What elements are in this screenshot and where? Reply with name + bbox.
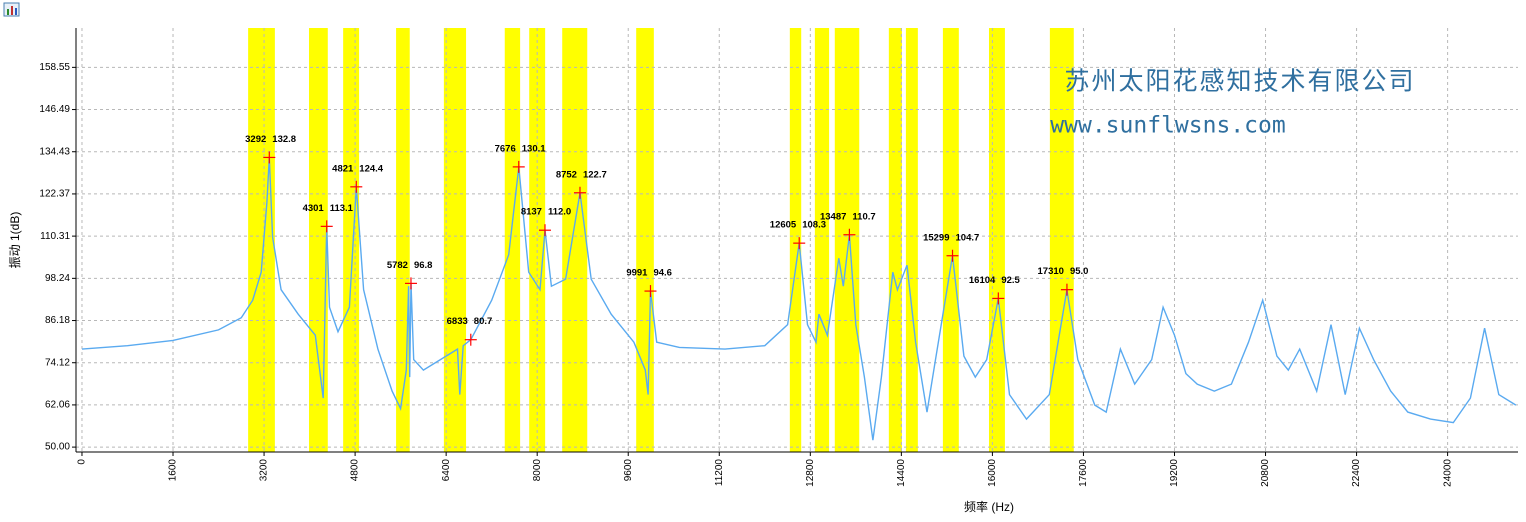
peak-marker: [644, 285, 657, 298]
peak-frequency-label: 3292: [245, 134, 266, 145]
peak-value-label: 112.0: [548, 207, 571, 218]
x-tick-label: 3200: [259, 459, 270, 482]
y-tick-label: 50.00: [45, 442, 70, 453]
x-tick-label: 4800: [350, 459, 361, 482]
peak-frequency-label: 12605: [770, 220, 797, 231]
highlight-band: [888, 28, 902, 452]
y-tick-label: 98.24: [45, 273, 70, 284]
spectrum-line: [81, 157, 1517, 441]
x-tick-label: 17600: [1078, 459, 1089, 487]
peak-frequency-label: 16104: [969, 275, 996, 286]
y-tick-label: 110.31: [40, 231, 70, 242]
peak-frequency-label: 6833: [447, 316, 468, 327]
y-tick-label: 134.43: [39, 146, 70, 157]
peak-value-label: 130.1: [522, 143, 546, 154]
highlight-band: [814, 28, 830, 452]
peak-frequency-label: 5782: [387, 260, 408, 271]
peak-marker: [1060, 283, 1073, 296]
peak-marker: [573, 186, 586, 199]
peak-frequency-label: 4301: [303, 203, 325, 214]
y-tick-label: 86.18: [45, 315, 70, 326]
peak-value-label: 132.8: [272, 134, 296, 145]
y-tick-label: 158.55: [39, 62, 70, 73]
highlight-band: [834, 28, 860, 452]
peak-value-label: 113.1: [330, 203, 354, 214]
peak-frequency-label: 9991: [626, 268, 648, 279]
x-tick-label: 14400: [896, 459, 907, 487]
x-tick-label: 0: [77, 459, 88, 465]
y-tick-label: 62.06: [45, 400, 70, 411]
chart-icon: [3, 2, 20, 17]
highlight-band: [343, 28, 360, 452]
peak-marker: [320, 220, 333, 233]
highlight-band: [636, 28, 654, 452]
x-tick-label: 6400: [441, 459, 452, 482]
peak-frequency-label: 17310: [1038, 266, 1064, 277]
peak-value-label: 110.7: [852, 211, 875, 222]
peak-marker: [843, 228, 856, 241]
highlight-band: [988, 28, 1005, 452]
peak-value-label: 124.4: [359, 163, 383, 174]
peak-marker: [512, 160, 525, 173]
peak-marker: [404, 277, 417, 290]
peak-marker: [946, 249, 959, 262]
peak-frequency-label: 13487: [820, 211, 846, 222]
y-tick-label: 74.12: [45, 357, 70, 368]
highlight-band: [309, 28, 328, 452]
peak-frequency-label: 8137: [521, 207, 542, 218]
peak-value-label: 92.5: [1001, 275, 1020, 286]
x-tick-label: 16000: [987, 459, 998, 487]
x-tick-label: 11200: [714, 459, 725, 487]
peak-marker: [793, 237, 806, 250]
x-axis-label: 频率 (Hz): [964, 499, 1014, 514]
highlight-band: [789, 28, 802, 452]
peak-value-label: 108.3: [802, 220, 826, 231]
x-tick-label: 20800: [1260, 459, 1271, 487]
x-tick-label: 22400: [1351, 459, 1362, 487]
peak-value-label: 94.6: [653, 268, 672, 279]
x-tick-label: 12800: [805, 459, 816, 487]
watermark-url: www.sunflwsns.com: [1050, 113, 1285, 139]
peak-frequency-label: 4821: [332, 163, 354, 174]
highlight-band: [905, 28, 918, 452]
peak-value-label: 104.7: [956, 232, 980, 243]
y-axis-label: 振动 1(dB): [8, 212, 22, 269]
highlight-band: [942, 28, 959, 452]
x-tick-label: 1600: [168, 459, 179, 482]
x-tick-label: 24000: [1442, 459, 1453, 487]
highlight-band: [443, 28, 467, 452]
watermark-company: 苏州太阳花感知技术有限公司: [1064, 67, 1415, 96]
peak-frequency-label: 7676: [495, 143, 516, 154]
peak-marker: [538, 224, 551, 237]
peak-frequency-label: 8752: [556, 169, 577, 180]
peak-marker: [992, 292, 1005, 305]
x-tick-label: 9600: [623, 459, 634, 482]
highlight-band: [1049, 28, 1074, 452]
x-tick-label: 19200: [1169, 459, 1180, 487]
x-tick-label: 8000: [532, 459, 543, 482]
peak-marker: [263, 151, 276, 164]
peak-value-label: 95.0: [1070, 266, 1089, 277]
peak-value-label: 80.7: [474, 316, 493, 327]
peak-marker: [350, 180, 363, 193]
y-tick-label: 122.37: [39, 189, 70, 200]
highlight-band: [248, 28, 275, 452]
highlight-band: [504, 28, 521, 452]
peak-frequency-label: 15299: [923, 232, 949, 243]
peak-value-label: 96.8: [414, 260, 433, 271]
y-tick-label: 146.49: [39, 104, 70, 115]
highlight-band: [562, 28, 588, 452]
peak-value-label: 122.7: [583, 169, 607, 180]
peak-marker: [464, 333, 477, 346]
